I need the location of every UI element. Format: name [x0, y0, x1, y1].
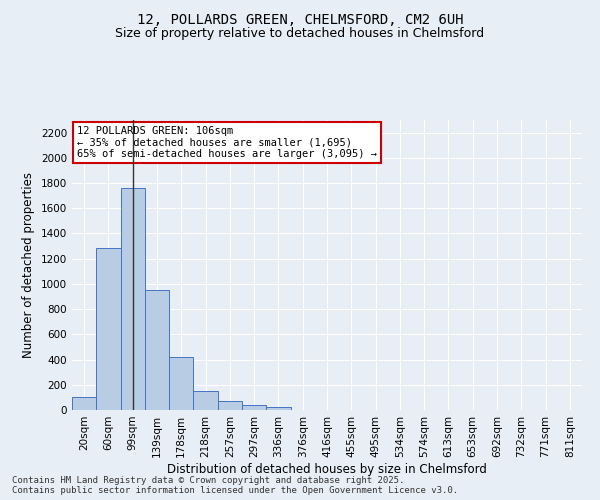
X-axis label: Distribution of detached houses by size in Chelmsford: Distribution of detached houses by size …	[167, 462, 487, 475]
Bar	[266, 407, 290, 410]
Bar	[145, 290, 169, 410]
Text: 12, POLLARDS GREEN, CHELMSFORD, CM2 6UH: 12, POLLARDS GREEN, CHELMSFORD, CM2 6UH	[137, 12, 463, 26]
Bar	[169, 357, 193, 410]
Bar	[242, 404, 266, 410]
Bar	[121, 188, 145, 410]
Bar	[96, 248, 121, 410]
Text: Size of property relative to detached houses in Chelmsford: Size of property relative to detached ho…	[115, 28, 485, 40]
Y-axis label: Number of detached properties: Number of detached properties	[22, 172, 35, 358]
Bar	[72, 396, 96, 410]
Bar	[218, 401, 242, 410]
Bar	[193, 391, 218, 410]
Text: Contains HM Land Registry data © Crown copyright and database right 2025.
Contai: Contains HM Land Registry data © Crown c…	[12, 476, 458, 495]
Text: 12 POLLARDS GREEN: 106sqm
← 35% of detached houses are smaller (1,695)
65% of se: 12 POLLARDS GREEN: 106sqm ← 35% of detac…	[77, 126, 377, 159]
